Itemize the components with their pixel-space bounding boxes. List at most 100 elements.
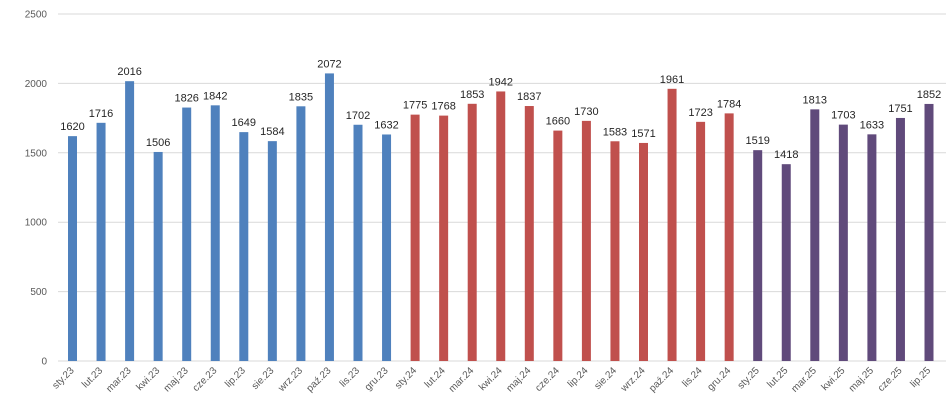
x-tick-label: paź.23 [305,365,334,394]
data-label: 1519 [745,135,769,147]
data-label: 1633 [860,119,884,131]
x-tick-label: cze.24 [533,365,562,394]
data-label: 1571 [631,128,655,140]
data-label: 1835 [289,91,313,103]
bar-wrz.24 [639,142,648,361]
data-label: 1837 [517,91,541,103]
x-tick-label: mar.24 [447,365,477,395]
x-tick-label: sty.24 [393,365,419,391]
data-label: 1751 [888,103,912,115]
data-label: 1583 [603,126,627,138]
x-tick-label: maj.23 [162,365,191,394]
data-label: 1961 [660,74,684,86]
bar-maj.24 [524,106,534,361]
bar-wrz.23 [296,106,306,361]
bar-mar.23 [125,81,135,361]
data-label: 1775 [403,100,427,112]
data-label: 1942 [489,76,513,88]
x-tick-label: sty.25 [736,365,762,391]
bar-sty.24 [410,114,420,361]
data-label: 1660 [546,116,570,128]
data-label: 1730 [574,106,598,118]
x-tick-label: paź.24 [647,365,676,394]
data-label: 1842 [203,90,227,102]
bar-lip.24 [581,120,591,361]
bar-cze.23 [210,105,220,361]
x-tick-label: lut.25 [765,365,790,390]
data-label: 1813 [803,94,827,106]
bar-lut.25 [781,164,791,361]
x-tick-label: mar.25 [790,365,820,395]
bar-lut.24 [439,115,449,362]
bar-paź.24 [667,88,677,361]
data-label: 1649 [232,117,256,129]
bar-lut.23 [96,122,106,361]
bar-gru.23 [382,134,392,361]
x-tick-label: kwi.24 [477,365,505,393]
x-tick-label: cze.25 [876,365,905,394]
bar-lis.24 [696,121,706,362]
data-label: 1620 [60,121,84,133]
bar-sty.23 [68,136,77,361]
bar-kwi.23 [153,151,163,361]
data-label: 1826 [174,93,198,105]
x-tick-label: wrz.23 [276,365,306,395]
bar-maj.23 [182,107,192,361]
data-label: 1723 [688,107,712,119]
x-tick-label: cze.23 [191,365,220,394]
x-tick-label: mar.23 [104,365,134,395]
x-tick-label: gru.23 [363,365,391,393]
y-tick-label: 1500 [25,148,48,159]
data-label: 1702 [346,110,370,122]
bar-mar.25 [810,109,820,362]
x-tick-label: maj.24 [504,365,533,394]
x-tick-label: kwi.25 [820,365,848,393]
data-label: 1632 [374,119,398,131]
bar-kwi.24 [496,91,506,361]
x-tick-label: lis.23 [338,365,363,390]
data-label: 1703 [831,110,855,122]
bar-lip.23 [239,132,249,361]
x-tick-label: sie.24 [592,365,619,392]
bar-gru.24 [724,113,734,361]
bar-lip.25 [924,103,934,362]
bar-sie.24 [610,141,620,361]
data-label: 1853 [460,89,484,101]
bar-sty.25 [753,150,763,361]
bar-maj.25 [867,134,877,361]
bar-sie.23 [267,141,277,361]
data-label: 1768 [431,101,455,113]
data-label: 1784 [717,98,741,110]
y-tick-label: 2500 [25,10,48,21]
y-tick-label: 2000 [25,79,48,90]
x-tick-label: lut.23 [80,365,105,390]
bar-mar.24 [467,103,477,362]
data-label: 2072 [317,58,341,70]
data-label: 1418 [774,149,798,161]
data-label: 1716 [89,108,113,120]
data-label: 2016 [117,66,141,78]
bar-lis.23 [353,124,363,362]
y-tick-label: 0 [41,357,47,368]
y-tick-label: 500 [30,287,47,298]
bar-paź.23 [324,73,334,361]
x-tick-label: lip.23 [223,365,248,390]
x-tick-label: wrz.24 [618,365,648,395]
x-tick-label: lut.24 [423,365,448,390]
x-tick-label: gru.24 [705,365,733,393]
bar-kwi.25 [838,124,848,361]
x-tick-label: lis.24 [680,365,705,390]
data-label: 1584 [260,126,284,138]
bar-cze.25 [895,117,905,361]
data-label: 1852 [917,89,941,101]
x-tick-label: lip.24 [566,365,591,390]
x-tick-label: maj.25 [847,365,876,394]
x-tick-label: kwi.23 [134,365,162,393]
x-tick-label: sty.23 [51,365,77,391]
y-tick-label: 1000 [25,218,48,229]
x-tick-label: sie.23 [250,365,277,392]
bar-cze.24 [553,130,563,361]
x-tick-label: lip.25 [908,365,933,390]
